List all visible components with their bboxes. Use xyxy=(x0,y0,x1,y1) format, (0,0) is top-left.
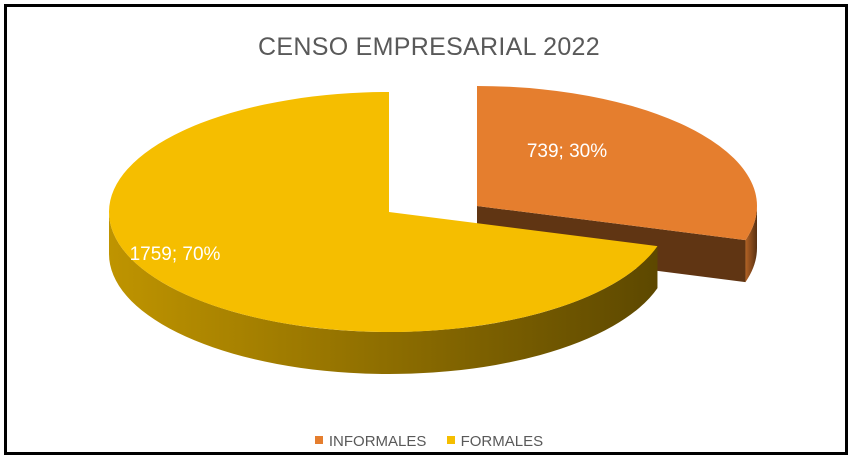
legend-swatch-formales xyxy=(446,436,455,444)
legend-item-informales: INFORMALES xyxy=(314,433,427,450)
legend-label-informales: INFORMALES xyxy=(328,433,427,450)
chart-frame: CENSO EMPRESARIAL 2022 739; 30% 1759; 70%… xyxy=(4,4,848,455)
legend-swatch-informales xyxy=(314,436,323,444)
data-label-informales: 739; 30% xyxy=(527,141,607,162)
legend-label-formales: FORMALES xyxy=(460,433,544,450)
pie-chart: 739; 30% 1759; 70% xyxy=(108,86,757,374)
data-label-formales: 1759; 70% xyxy=(130,244,221,265)
legend-item-formales: FORMALES xyxy=(446,433,544,450)
pie-slice-informales xyxy=(477,86,757,241)
chart-title: CENSO EMPRESARIAL 2022 xyxy=(258,33,600,61)
legend: INFORMALES FORMALES xyxy=(7,433,851,450)
pie-slice-formales xyxy=(108,92,658,332)
pie-rim-informales xyxy=(745,206,757,283)
pie-rim-formales xyxy=(109,212,658,374)
